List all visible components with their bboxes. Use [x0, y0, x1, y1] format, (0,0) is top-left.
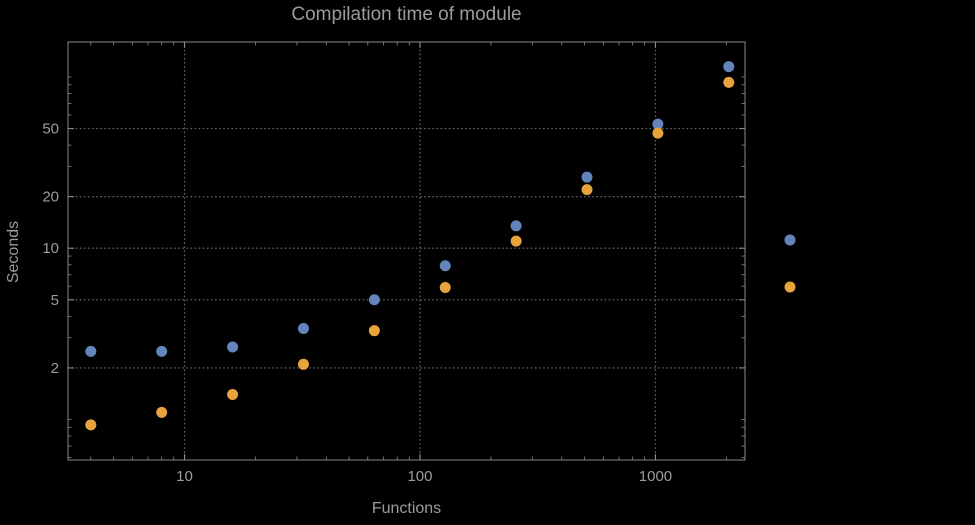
plot-frame [67, 41, 746, 461]
data-point-blue [227, 341, 239, 353]
data-point-blue [156, 345, 168, 357]
y-axis-label: Seconds [5, 220, 22, 284]
y-tick-label: 20 [42, 189, 59, 206]
data-point-orange [510, 235, 522, 247]
legend-marker-blue [784, 234, 796, 246]
x-tick-label: 100 [407, 468, 432, 485]
data-point-orange [368, 325, 380, 337]
data-point-blue [368, 294, 380, 306]
chart-title: Compilation time of module [291, 4, 522, 25]
x-tick-label: 10 [176, 468, 193, 485]
data-point-blue [723, 61, 735, 73]
data-point-blue [439, 260, 451, 272]
legend-marker-orange [784, 281, 796, 293]
x-tick-label: 1000 [639, 468, 672, 485]
y-tick-label: 10 [42, 240, 59, 257]
y-tick-label: 2 [51, 360, 59, 377]
data-point-blue [652, 118, 664, 130]
data-point-orange [652, 127, 664, 139]
data-point-orange [297, 358, 309, 370]
data-point-orange [723, 76, 735, 88]
data-point-orange [439, 281, 451, 293]
y-tick-label: 5 [51, 292, 59, 309]
data-point-blue [510, 220, 522, 232]
x-axis-label: Functions [371, 500, 442, 517]
data-point-blue [581, 171, 593, 183]
data-point-blue [297, 322, 309, 334]
data-point-orange [85, 419, 97, 431]
data-point-orange [581, 184, 593, 196]
data-point-orange [156, 406, 168, 418]
data-point-orange [227, 388, 239, 400]
data-point-blue [85, 345, 97, 357]
y-tick-label: 50 [42, 121, 59, 138]
